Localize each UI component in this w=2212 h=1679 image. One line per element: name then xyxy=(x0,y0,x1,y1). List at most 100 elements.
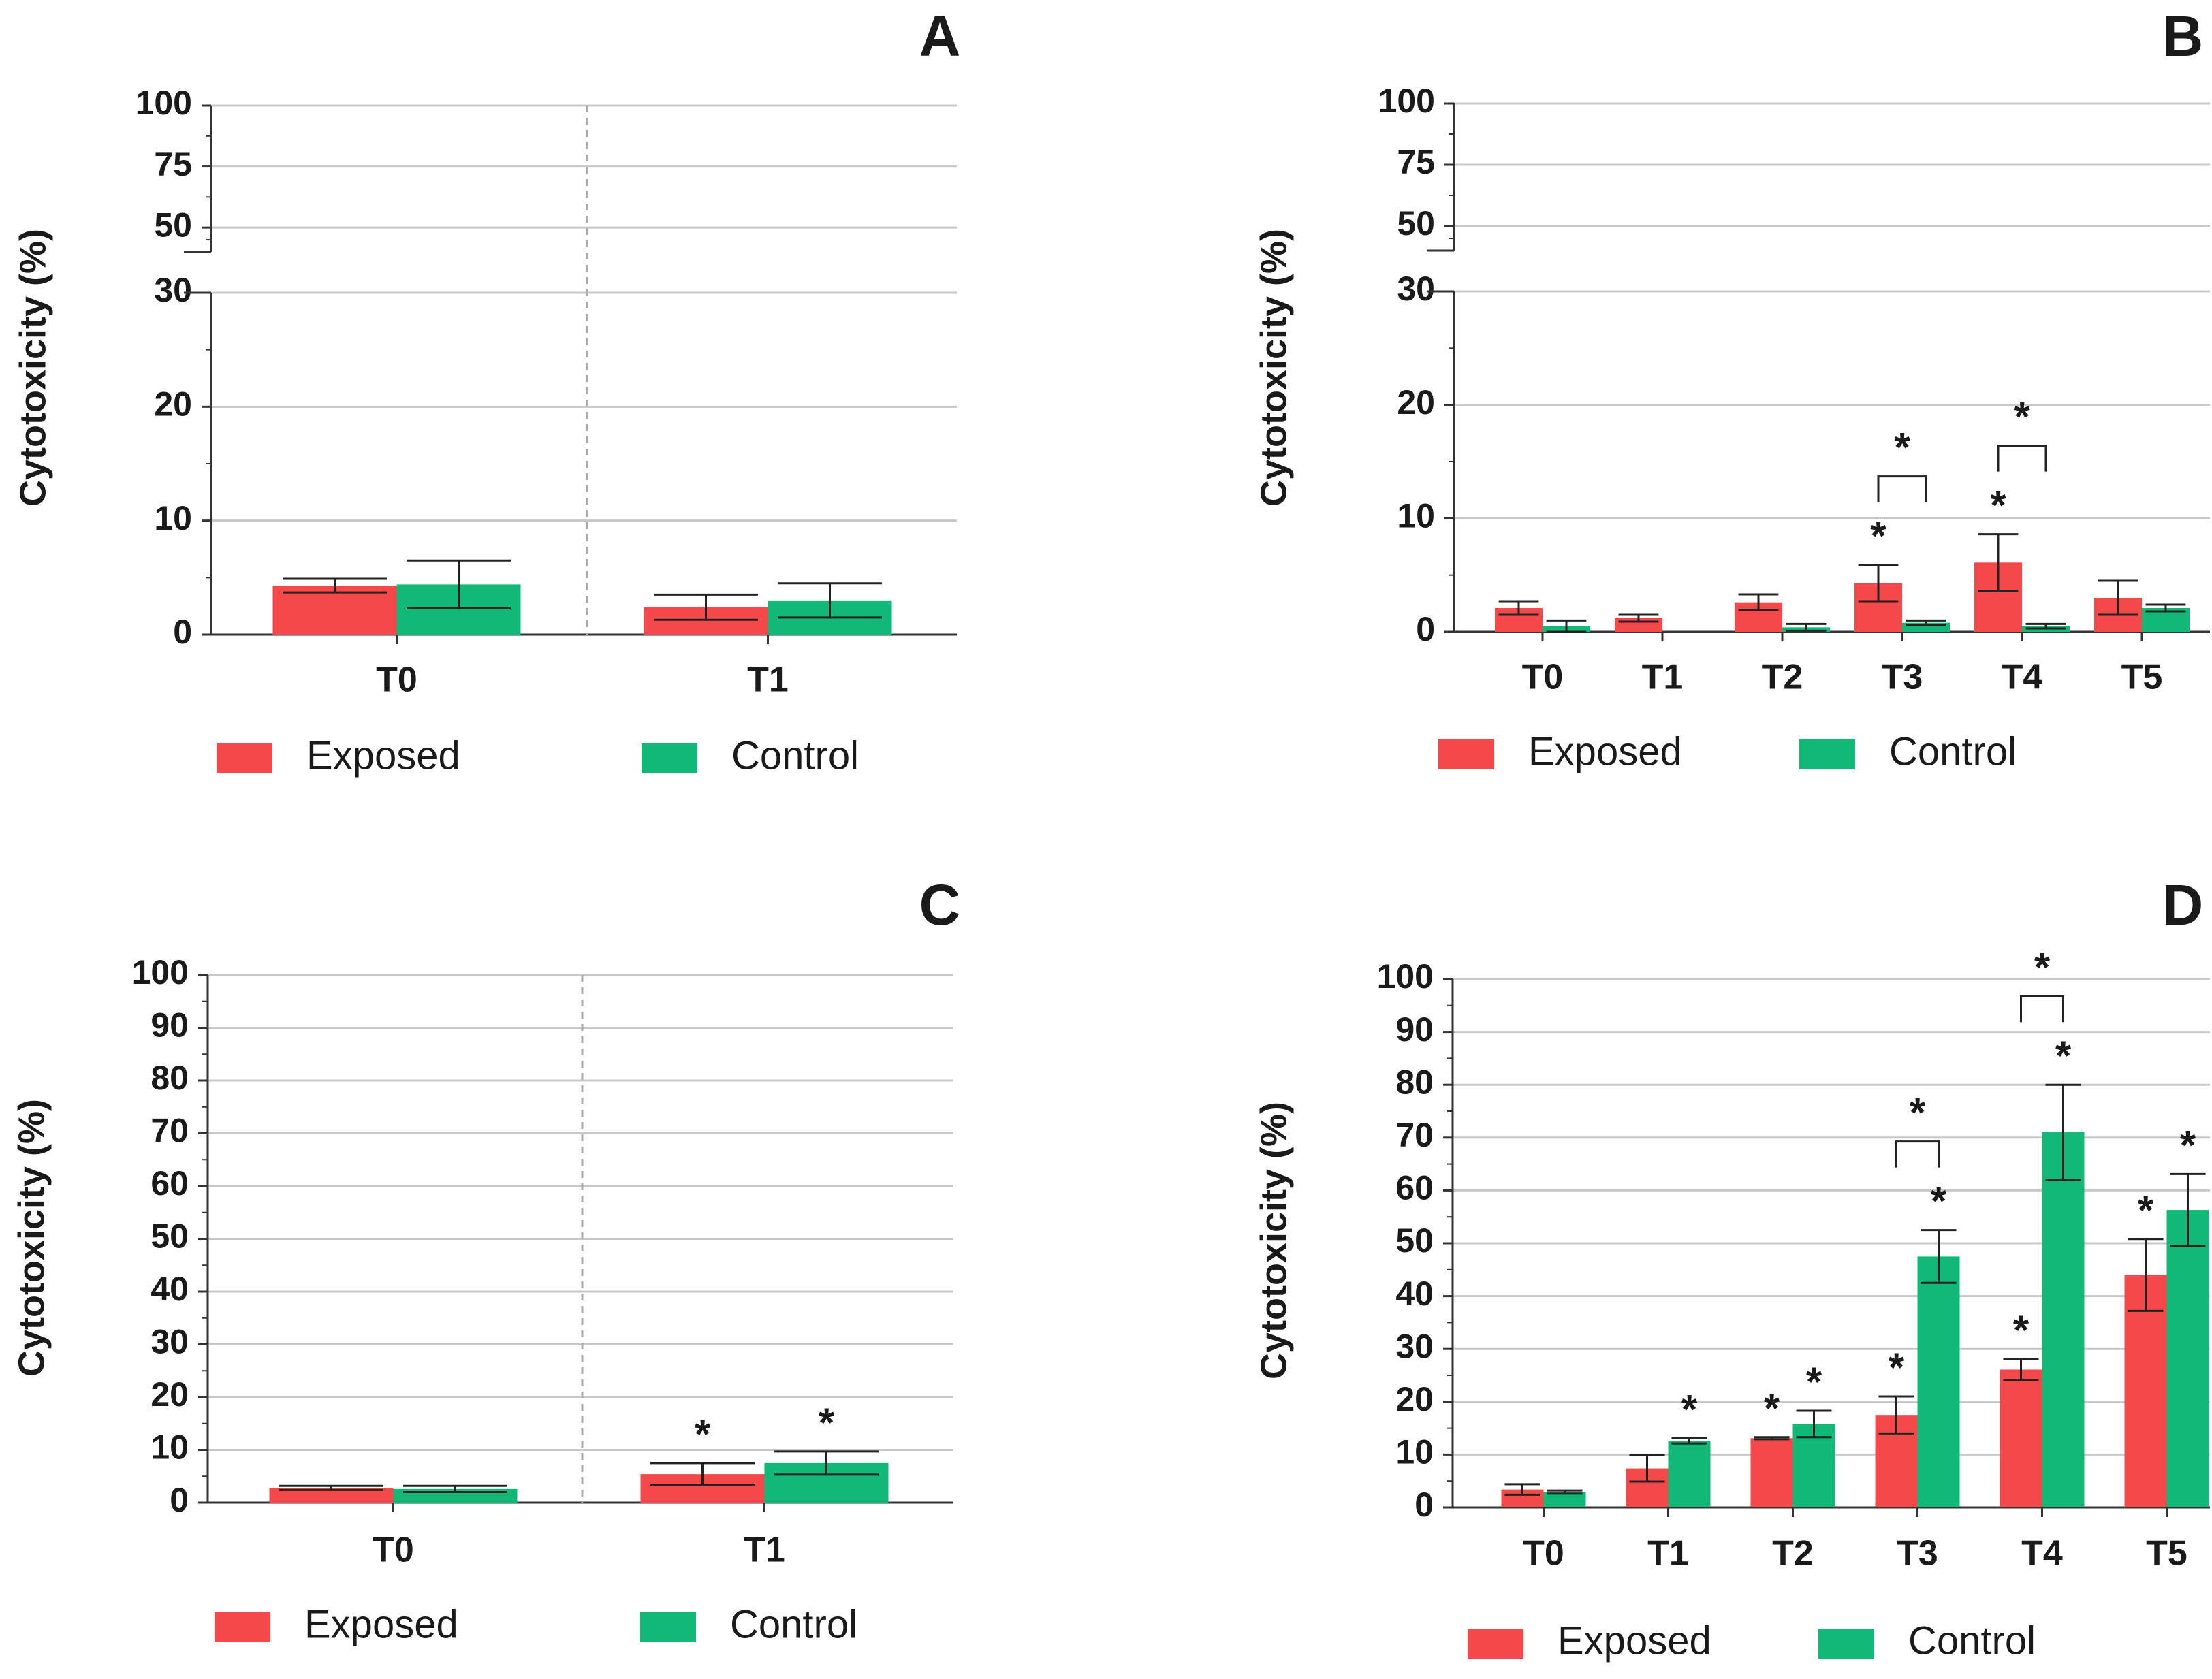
y-tick-label: 100 xyxy=(136,84,192,122)
y-tick-label: 100 xyxy=(132,953,189,991)
legend-label-exposed: Exposed xyxy=(1528,729,1682,773)
legend-swatch-control xyxy=(640,1612,696,1642)
bar-control-t3 xyxy=(1917,1256,1960,1507)
y-tick-label: 50 xyxy=(1397,204,1435,242)
panel-label: D xyxy=(2162,873,2204,937)
y-tick-label: 75 xyxy=(1397,143,1435,181)
x-tick-label: T3 xyxy=(1882,658,1923,697)
panel-c: C Cytotoxicity (%) 0 10 20 30 40 50 60 70 80 90 100 T… xyxy=(11,873,960,1646)
y-tick-label: 30 xyxy=(154,271,192,309)
legend-label-control: Control xyxy=(1908,1618,2036,1663)
y-tick-label: 30 xyxy=(151,1323,189,1361)
y-tick-label: 0 xyxy=(1416,610,1435,648)
y-tick-label: 0 xyxy=(170,1481,189,1519)
y-tick-label: 0 xyxy=(1415,1486,1434,1524)
y-tick-label: 50 xyxy=(1395,1221,1434,1260)
significance-star: * xyxy=(2013,1307,2029,1353)
panel-label: B xyxy=(2162,4,2204,68)
x-tick-label: T0 xyxy=(373,1531,414,1570)
y-tick-label: 30 xyxy=(1395,1327,1434,1365)
significance-bracket xyxy=(2020,995,2064,1023)
legend-swatch-exposed xyxy=(1468,1629,1523,1659)
x-tick-label: T5 xyxy=(2121,658,2163,697)
y-tick-label: 0 xyxy=(173,613,192,651)
x-tick-label: T1 xyxy=(1642,658,1684,697)
legend-swatch-exposed xyxy=(215,1612,270,1642)
significance-bracket xyxy=(1877,475,1927,502)
y-tick-label: 30 xyxy=(1397,270,1435,308)
y-tick-label: 10 xyxy=(154,499,192,537)
panel-label: A xyxy=(919,4,961,68)
panel-d: D Cytotoxicity (%) 0 10 20 30 40 50 60 70 80 90 100 T… xyxy=(1253,873,2210,1663)
significance-star: * xyxy=(2014,394,2030,440)
significance-star: * xyxy=(1806,1359,1822,1405)
legend-label-control: Control xyxy=(730,1602,857,1646)
y-tick-label: 40 xyxy=(151,1270,189,1308)
y-tick-label: 10 xyxy=(1397,497,1435,535)
y-tick-label: 75 xyxy=(154,145,192,183)
bar-exposed-t0 xyxy=(269,1488,394,1503)
significance-bracket xyxy=(1895,1140,1940,1168)
legend-swatch-exposed xyxy=(1438,739,1494,769)
significance-star: * xyxy=(819,1400,835,1445)
y-tick-label: 80 xyxy=(1395,1063,1434,1101)
x-tick-label: T4 xyxy=(2021,1534,2063,1573)
significance-star: * xyxy=(695,1411,711,1457)
legend-label-exposed: Exposed xyxy=(1558,1618,1711,1663)
y-axis-label: Cytotoxicity (%) xyxy=(1253,1102,1294,1379)
bar-exposed-t4 xyxy=(2000,1369,2042,1507)
legend-swatch-control xyxy=(1799,739,1855,769)
x-tick-label: T1 xyxy=(744,1531,785,1570)
significance-star: * xyxy=(2180,1122,2196,1168)
significance-star: * xyxy=(2138,1187,2154,1233)
bar-control-t1 xyxy=(1668,1441,1711,1507)
significance-star: * xyxy=(1894,425,1910,470)
y-tick-label: 10 xyxy=(1395,1433,1434,1471)
y-axis-label: Cytotoxicity (%) xyxy=(1253,229,1294,507)
y-tick-label: 90 xyxy=(1395,1010,1434,1049)
y-tick-label: 50 xyxy=(154,206,192,244)
legend-swatch-exposed xyxy=(217,743,272,773)
significance-star: * xyxy=(1990,483,2006,528)
y-axis-label: Cytotoxicity (%) xyxy=(11,1099,52,1377)
y-tick-label: 60 xyxy=(1395,1169,1434,1207)
significance-star: * xyxy=(1889,1345,1905,1390)
x-tick-label: T3 xyxy=(1897,1534,1938,1573)
y-tick-label: 20 xyxy=(1395,1380,1434,1418)
legend-swatch-control xyxy=(1818,1629,1874,1659)
significance-bracket xyxy=(1997,445,2047,472)
bar-control-t4 xyxy=(2042,1132,2085,1507)
significance-star: * xyxy=(1870,513,1886,559)
x-tick-label: T5 xyxy=(2146,1534,2187,1573)
legend-label-control: Control xyxy=(1889,729,2017,773)
significance-star: * xyxy=(2034,944,2051,990)
x-tick-label: T4 xyxy=(2002,658,2043,697)
bar-exposed-t2 xyxy=(1750,1438,1793,1507)
y-tick-label: 50 xyxy=(151,1217,189,1256)
y-tick-label: 20 xyxy=(154,385,192,423)
bar-exposed-t5 xyxy=(2124,1275,2167,1507)
y-tick-label: 100 xyxy=(1377,957,1434,995)
bar-control-t5 xyxy=(2166,1210,2209,1507)
significance-star: * xyxy=(1931,1179,1947,1224)
x-tick-label: T0 xyxy=(1523,1534,1564,1573)
legend-label-exposed: Exposed xyxy=(304,1602,458,1646)
legend-swatch-control xyxy=(642,743,697,773)
y-tick-label: 70 xyxy=(1395,1116,1434,1154)
panel-label: C xyxy=(919,873,961,937)
x-tick-label: T2 xyxy=(1762,658,1803,697)
y-tick-label: 70 xyxy=(151,1112,189,1150)
legend-label-control: Control xyxy=(731,733,859,778)
x-tick-label: T1 xyxy=(747,660,789,700)
bar-control-t0 xyxy=(1543,1492,1586,1507)
y-axis-label: Cytotoxicity (%) xyxy=(12,229,53,507)
significance-star: * xyxy=(1681,1386,1698,1432)
significance-star: * xyxy=(1764,1386,1780,1431)
y-tick-label: 20 xyxy=(151,1375,189,1413)
panel-a: A Cytotoxicity (%) 0 10 20 30 50 75 100 T0 T1 Expos… xyxy=(12,4,960,778)
bar-exposed-t0 xyxy=(272,586,397,635)
x-tick-label: T0 xyxy=(376,660,417,700)
y-tick-label: 60 xyxy=(151,1164,189,1202)
panel-b: B Cytotoxicity (%) 0 10 20 30 50 75 100 T0 T1 T2 T3 T… xyxy=(1253,4,2210,773)
